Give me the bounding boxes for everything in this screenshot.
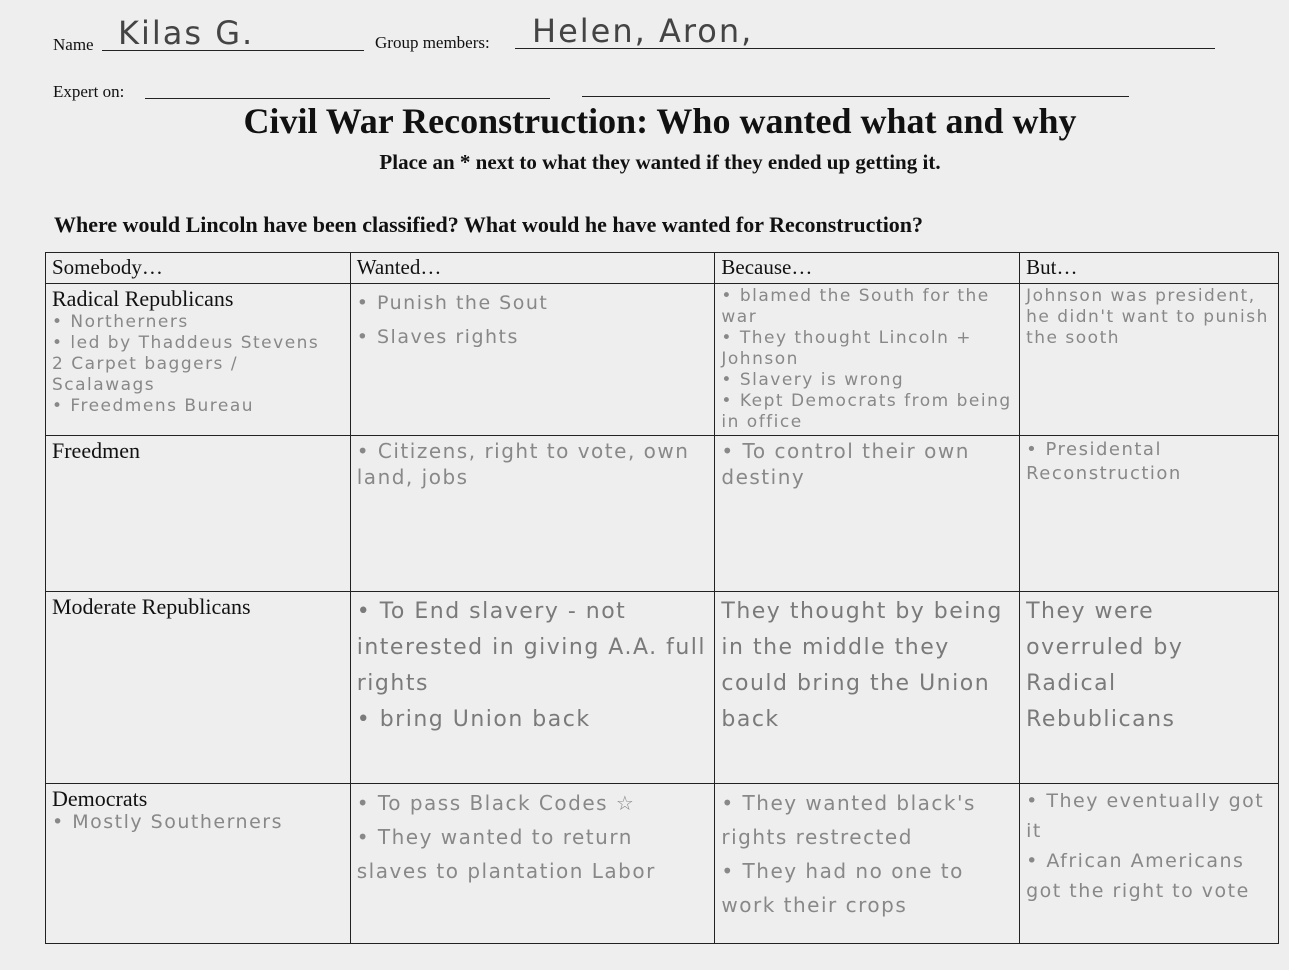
wanted-item: • Citizens, right to vote, own land, job… [356,439,690,489]
expert-field-1[interactable] [145,80,550,99]
wanted-item: • bring Union back [356,707,591,732]
column-header: Because… [714,252,1021,284]
column-header: Wanted… [349,252,716,284]
row-name: Democrats [52,786,148,811]
row-name: Moderate Republicans [52,594,251,619]
column-header: Somebody… [45,252,351,284]
table-row: Democrats • Mostly Southerners • To pass… [45,783,1279,944]
note: • led by Thaddeus Stevens [52,333,320,353]
name-field[interactable] [102,20,364,51]
but-item: They were overruled by Radical Rebublica… [1026,599,1184,732]
name-label: Name [53,35,94,54]
because-item: • Slavery is wrong [721,370,905,390]
column-header: But… [1019,252,1279,284]
because-item: • They thought Lincoln + Johnson [721,328,973,369]
because-item: • blamed the South for the war [721,286,990,327]
wanted-item: • To End slavery - not interested in giv… [356,599,707,696]
note: • Freedmens Bureau [52,396,255,416]
group-field[interactable] [515,18,1215,49]
group-label: Group members: [375,33,490,52]
but-item: • African Americans got the right to vot… [1026,850,1250,902]
page-title: Civil War Reconstruction: Who wanted wha… [243,101,1077,141]
wanted-item: • Punish the Sout [356,292,549,314]
but-item: • They eventually got it [1026,790,1265,842]
name-value: Kilas G. [118,14,255,52]
expert-field-2[interactable] [582,78,1129,97]
wanted-item: • Slaves rights [356,326,519,348]
wanted-item: • To pass Black Codes ☆ [356,791,636,815]
because-item: • To control their own destiny [721,439,970,489]
subtitle: Place an * next to what they wanted if t… [379,150,941,174]
but-item: • Presidental Reconstruction [1026,439,1182,484]
row-name: Radical Republicans [52,286,234,311]
table-row: Moderate Republicans • To End slavery - … [45,591,1279,784]
because-item: They thought by being in the middle they… [721,599,1003,732]
question: Where would Lincoln have been classified… [54,212,924,237]
note: • Northerners [52,312,189,332]
wanted-item: • They wanted to return slaves to planta… [356,825,656,883]
but-item: Johnson was president, he didn't want to… [1026,286,1269,348]
table-header: Somebody… Wanted… Because… But… [45,252,1279,284]
note: 2 Carpet baggers / Scalawags [52,354,239,395]
because-item: • They wanted black's rights restrected [721,791,976,849]
because-item: • Kept Democrats from being in office [721,391,1012,432]
group-value: Helen, Aron, [532,12,754,50]
note: • Mostly Southerners [52,811,284,833]
table-row: Radical Republicans • Northerners • led … [45,283,1279,436]
expert-label: Expert on: [53,82,125,101]
reconstruction-table: Somebody… Wanted… Because… But… Radical … [45,252,1279,944]
row-name: Freedmen [52,438,140,463]
table-row: Freedmen • Citizens, right to vote, own … [45,435,1279,592]
because-item: • They had no one to work their crops [721,859,964,917]
